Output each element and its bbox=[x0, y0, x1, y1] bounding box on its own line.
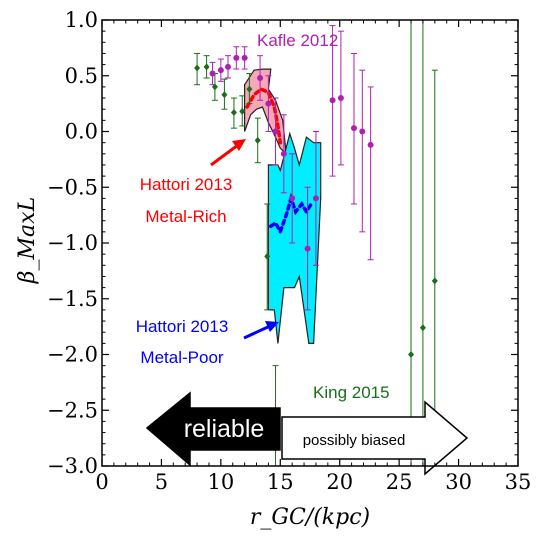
x-tick-label: 0 bbox=[95, 470, 108, 494]
data-point-king bbox=[203, 63, 210, 71]
data-point-kafle bbox=[367, 141, 374, 148]
x-tick-label: 30 bbox=[445, 470, 472, 494]
data-point-kafle bbox=[304, 245, 311, 252]
y-tick-label: −3.0 bbox=[47, 454, 98, 478]
data-point-kafle bbox=[224, 63, 231, 70]
arrow-label-biased: possibly biased bbox=[303, 432, 406, 449]
pointer-arrow-metal-rich bbox=[210, 143, 239, 167]
data-point-kafle bbox=[359, 128, 366, 135]
pointer-arrowhead-metal-rich bbox=[232, 139, 246, 151]
data-point-king bbox=[211, 83, 218, 91]
data-point-kafle bbox=[241, 54, 248, 61]
data-point-kafle bbox=[280, 150, 287, 157]
data-point-kafle bbox=[257, 74, 264, 81]
pointer-arrowhead-metal-poor bbox=[265, 321, 279, 332]
data-point-king bbox=[221, 91, 228, 99]
x-tick-label: 25 bbox=[386, 470, 413, 494]
y-tick-label: 0.0 bbox=[65, 120, 98, 144]
arrow-biased bbox=[281, 400, 469, 476]
pointer-arrow-metal-poor bbox=[243, 324, 271, 340]
data-point-kafle bbox=[233, 54, 240, 61]
y-tick-label: −0.5 bbox=[47, 175, 98, 199]
y-tick-label: −1.5 bbox=[47, 287, 98, 311]
annotation-hattori-poor-2: Metal-Poor bbox=[140, 348, 223, 367]
bands-layer bbox=[244, 68, 322, 344]
x-tick-label: 35 bbox=[505, 470, 532, 494]
points-layer bbox=[194, 54, 438, 428]
y-axis-label: β_MaxL bbox=[15, 197, 40, 284]
data-point-kafle bbox=[312, 195, 319, 202]
data-point-king bbox=[230, 109, 237, 117]
x-tick-label: 10 bbox=[207, 470, 234, 494]
data-point-kafle bbox=[265, 100, 272, 107]
data-point-kafle bbox=[209, 70, 216, 77]
y-tick-label: −2.0 bbox=[47, 343, 98, 367]
y-tick-label: −1.0 bbox=[47, 231, 98, 255]
data-point-kafle bbox=[350, 125, 357, 132]
data-point-kafle bbox=[272, 128, 279, 135]
error-bars-layer bbox=[194, 20, 438, 466]
data-point-king bbox=[408, 351, 415, 358]
annotation-king: King 2015 bbox=[313, 383, 390, 402]
annotation-kafle: Kafle 2012 bbox=[257, 31, 338, 50]
data-point-king bbox=[419, 324, 426, 332]
data-point-kafle bbox=[329, 97, 336, 104]
data-point-kafle bbox=[217, 67, 224, 74]
x-tick-label: 15 bbox=[267, 470, 294, 494]
ticks-layer: 0 5 10 15 20 25 30 35 1.0 0.5 0.0 −0.5 −1.0 −1.5 −2.0 −… bbox=[47, 8, 531, 494]
x-tick-label: 5 bbox=[155, 470, 168, 494]
y-tick-label: 1.0 bbox=[65, 8, 98, 32]
y-tick-label: −2.5 bbox=[47, 398, 98, 422]
data-point-king bbox=[264, 252, 271, 260]
x-tick-label: 20 bbox=[326, 470, 353, 494]
arrows-layer: reliable possibly biased bbox=[145, 391, 469, 476]
annotations-layer: Kafle 2012 Hattori 2013 Metal-Rich Hattori … bbox=[136, 31, 390, 402]
data-point-king bbox=[246, 85, 253, 93]
y-tick-label: 0.5 bbox=[65, 64, 98, 88]
x-axis-label: r_GC/(kpc) bbox=[250, 505, 370, 530]
data-point-kafle bbox=[289, 195, 296, 202]
data-point-king bbox=[194, 64, 201, 72]
data-point-king bbox=[431, 277, 438, 285]
data-point-king bbox=[254, 136, 261, 144]
data-point-king bbox=[239, 107, 246, 115]
arrow-reliable bbox=[145, 391, 281, 467]
annotation-hattori-rich-1: Hattori 2013 bbox=[140, 175, 233, 194]
annotation-hattori-poor-1: Hattori 2013 bbox=[136, 317, 229, 336]
arrow-label-reliable: reliable bbox=[184, 415, 265, 443]
annotation-hattori-rich-2: Metal-Rich bbox=[145, 207, 226, 226]
data-point-kafle bbox=[337, 95, 344, 102]
